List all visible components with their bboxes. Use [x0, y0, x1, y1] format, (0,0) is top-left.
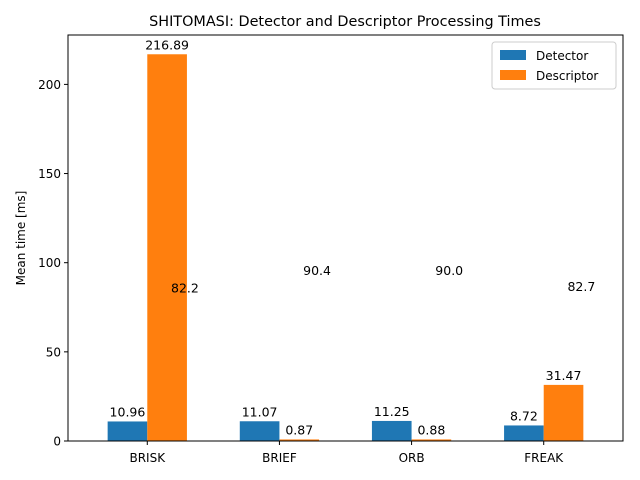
y-axis-label: Mean time [ms] [14, 191, 28, 286]
legend-label: Descriptor [536, 69, 598, 83]
bar-detector-brisk [107, 421, 148, 441]
legend-swatch [500, 50, 526, 60]
bar-value-label: 0.88 [417, 422, 445, 437]
x-tick-label: BRIEF [262, 451, 297, 465]
legend-label: Detector [536, 49, 588, 63]
bar-descriptor-brisk [147, 54, 187, 442]
bars-group [107, 54, 584, 442]
x-tick-label: FREAK [524, 451, 564, 465]
bar-detector-orb [371, 420, 412, 441]
bar-value-label: 11.07 [242, 404, 278, 419]
bar-value-label: 31.47 [546, 368, 582, 383]
bar-descriptor-brief [279, 439, 320, 441]
bar-labels-group: 10.96 11.07 11.25 8.72 216.89 0.87 0.88 31.47 [110, 37, 582, 437]
annotation-label: 82.7 [567, 279, 595, 294]
bar-value-label: 216.89 [145, 37, 189, 52]
legend-swatch [500, 70, 526, 80]
plot-frame [67, 34, 624, 442]
bar-descriptor-orb [411, 439, 452, 441]
x-tick-label: ORB [399, 451, 425, 465]
x-axis: BRISK BRIEF ORB FREAK [129, 441, 564, 465]
annotation-label: 90.4 [303, 263, 331, 278]
bar-value-label: 10.96 [110, 404, 146, 419]
annotations-group: 82.2 90.4 90.0 82.7 [171, 263, 595, 296]
bar-value-label: 0.87 [285, 422, 313, 437]
y-tick-label: 150 [38, 167, 61, 181]
x-tick-label: BRISK [129, 451, 166, 465]
y-tick-label: 200 [38, 78, 61, 92]
bar-descriptor-freak [543, 384, 584, 441]
y-axis: 0 50 100 150 200 [38, 78, 68, 449]
bar-detector-brief [239, 421, 280, 441]
annotation-label: 90.0 [435, 263, 463, 278]
y-tick-label: 0 [53, 435, 61, 449]
chart-title: SHITOMASI: Detector and Descriptor Proce… [149, 14, 541, 30]
bar-value-label: 8.72 [510, 408, 538, 423]
legend: Detector Descriptor [491, 41, 617, 90]
bar-value-label: 11.25 [374, 404, 410, 419]
y-tick-label: 100 [38, 256, 61, 270]
y-tick-label: 50 [46, 345, 61, 359]
bar-detector-freak [504, 425, 544, 441]
annotation-label: 82.2 [171, 281, 199, 296]
